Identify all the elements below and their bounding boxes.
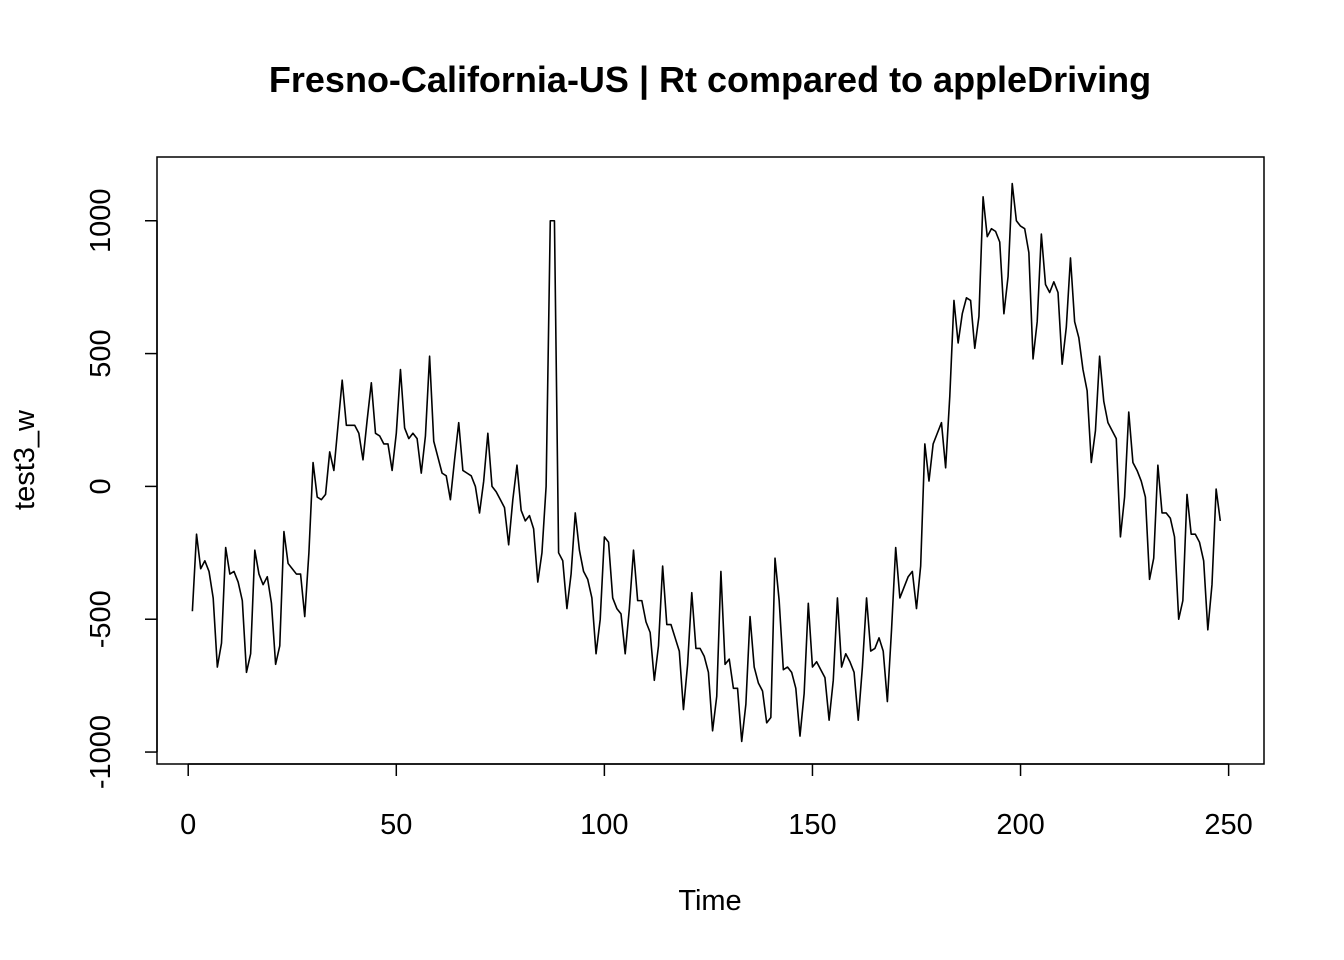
y-axis: -1000 -500 0 500 1000 [85,188,158,789]
chart-title: Fresno-California-US | Rt compared to ap… [269,59,1151,101]
plot-frame [156,156,1265,765]
x-tick-label-150: 150 [788,809,836,841]
y-tick-label-0: 0 [85,478,117,494]
x-tick-label-50: 50 [380,809,412,841]
y-axis-label: test3_w [9,409,41,510]
x-axis: 0 50 100 150 200 250 [180,763,1253,841]
x-tick-label-250: 250 [1204,809,1252,841]
series-group [191,182,1222,743]
y-tick-label--500: -500 [85,590,117,648]
x-axis-label: Time [678,885,741,917]
y-tick-label--1000: -1000 [85,715,117,789]
x-tick-label-0: 0 [180,809,196,841]
series-line-0 [191,182,1222,743]
y-tick-label-1000: 1000 [85,188,117,253]
x-tick-label-100: 100 [580,809,628,841]
x-tick-label-200: 200 [996,809,1044,841]
y-tick-label-500: 500 [85,329,117,377]
